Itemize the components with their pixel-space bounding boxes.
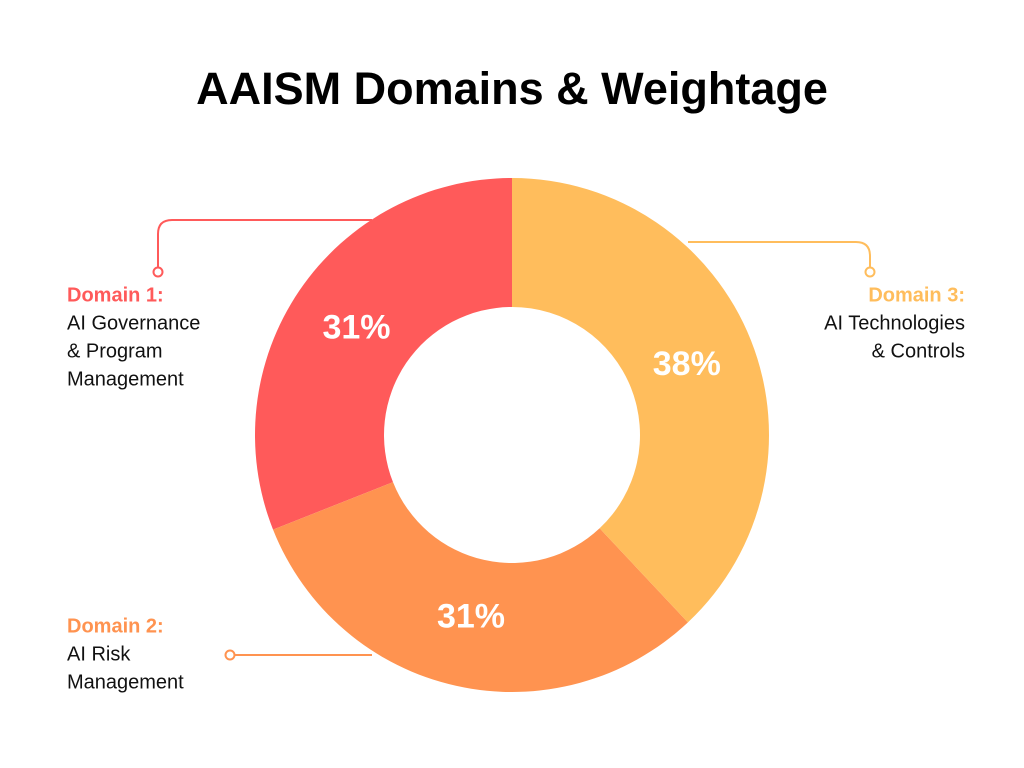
- chart-title: AAISM Domains & Weightage: [196, 63, 828, 114]
- leader-line: [688, 241, 871, 268]
- legend-description: Management: [67, 671, 184, 693]
- value-label: 31%: [322, 308, 390, 346]
- legend-description: AI Risk: [67, 643, 131, 665]
- leader-dot: [224, 649, 236, 661]
- legend-description: & Controls: [872, 340, 965, 362]
- legend-description: AI Technologies: [824, 312, 965, 334]
- legend-label: Domain 2:: [67, 615, 164, 637]
- legend-label: Domain 3:: [868, 284, 965, 306]
- leader-dot: [864, 266, 876, 278]
- donut-slice: [273, 482, 688, 692]
- legend-label: Domain 1:: [67, 284, 164, 306]
- donut-slice: [255, 178, 513, 530]
- leader-line: [157, 219, 372, 268]
- leader-dot: [152, 266, 164, 278]
- donut-slice: [512, 177, 770, 623]
- legend-description: & Program: [67, 340, 163, 362]
- value-label: 38%: [653, 345, 721, 383]
- legend-description: Management: [67, 368, 184, 390]
- legend-description: AI Governance: [67, 312, 200, 334]
- value-label: 31%: [437, 597, 505, 635]
- leaders: [152, 219, 876, 661]
